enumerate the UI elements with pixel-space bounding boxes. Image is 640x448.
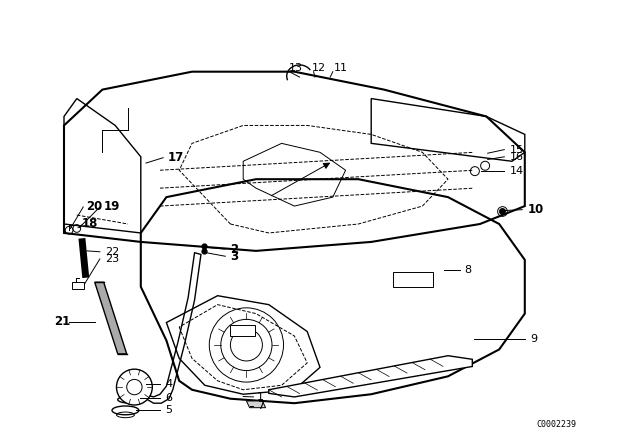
Text: 14: 14 bbox=[509, 166, 524, 176]
Text: 13: 13 bbox=[289, 63, 303, 73]
Text: 9: 9 bbox=[530, 334, 537, 344]
Text: C0002239: C0002239 bbox=[537, 420, 577, 429]
FancyBboxPatch shape bbox=[72, 282, 84, 289]
Text: 17: 17 bbox=[168, 151, 184, 164]
Text: 21: 21 bbox=[54, 315, 70, 328]
Text: 4: 4 bbox=[165, 379, 172, 389]
Text: 5: 5 bbox=[165, 405, 172, 415]
Text: 3: 3 bbox=[230, 250, 239, 263]
Text: 20: 20 bbox=[86, 199, 102, 213]
Polygon shape bbox=[269, 356, 472, 397]
Text: 19: 19 bbox=[104, 199, 120, 213]
FancyBboxPatch shape bbox=[230, 325, 255, 336]
Text: 11: 11 bbox=[334, 63, 348, 73]
Text: 6: 6 bbox=[165, 393, 172, 403]
Text: 1: 1 bbox=[257, 392, 264, 402]
Text: 12: 12 bbox=[312, 63, 326, 73]
Text: 22: 22 bbox=[105, 247, 119, 257]
Polygon shape bbox=[95, 282, 127, 354]
Text: 16: 16 bbox=[509, 152, 524, 162]
Text: 8: 8 bbox=[465, 265, 472, 275]
Ellipse shape bbox=[118, 396, 141, 403]
FancyBboxPatch shape bbox=[393, 272, 433, 287]
Ellipse shape bbox=[112, 406, 139, 415]
Text: 23: 23 bbox=[105, 254, 119, 264]
Text: 10: 10 bbox=[527, 203, 543, 216]
Text: 18: 18 bbox=[82, 216, 99, 230]
Polygon shape bbox=[246, 401, 266, 408]
Circle shape bbox=[116, 369, 152, 405]
Text: 2: 2 bbox=[230, 242, 239, 256]
Text: 15: 15 bbox=[509, 145, 524, 155]
Text: 7: 7 bbox=[257, 401, 264, 411]
